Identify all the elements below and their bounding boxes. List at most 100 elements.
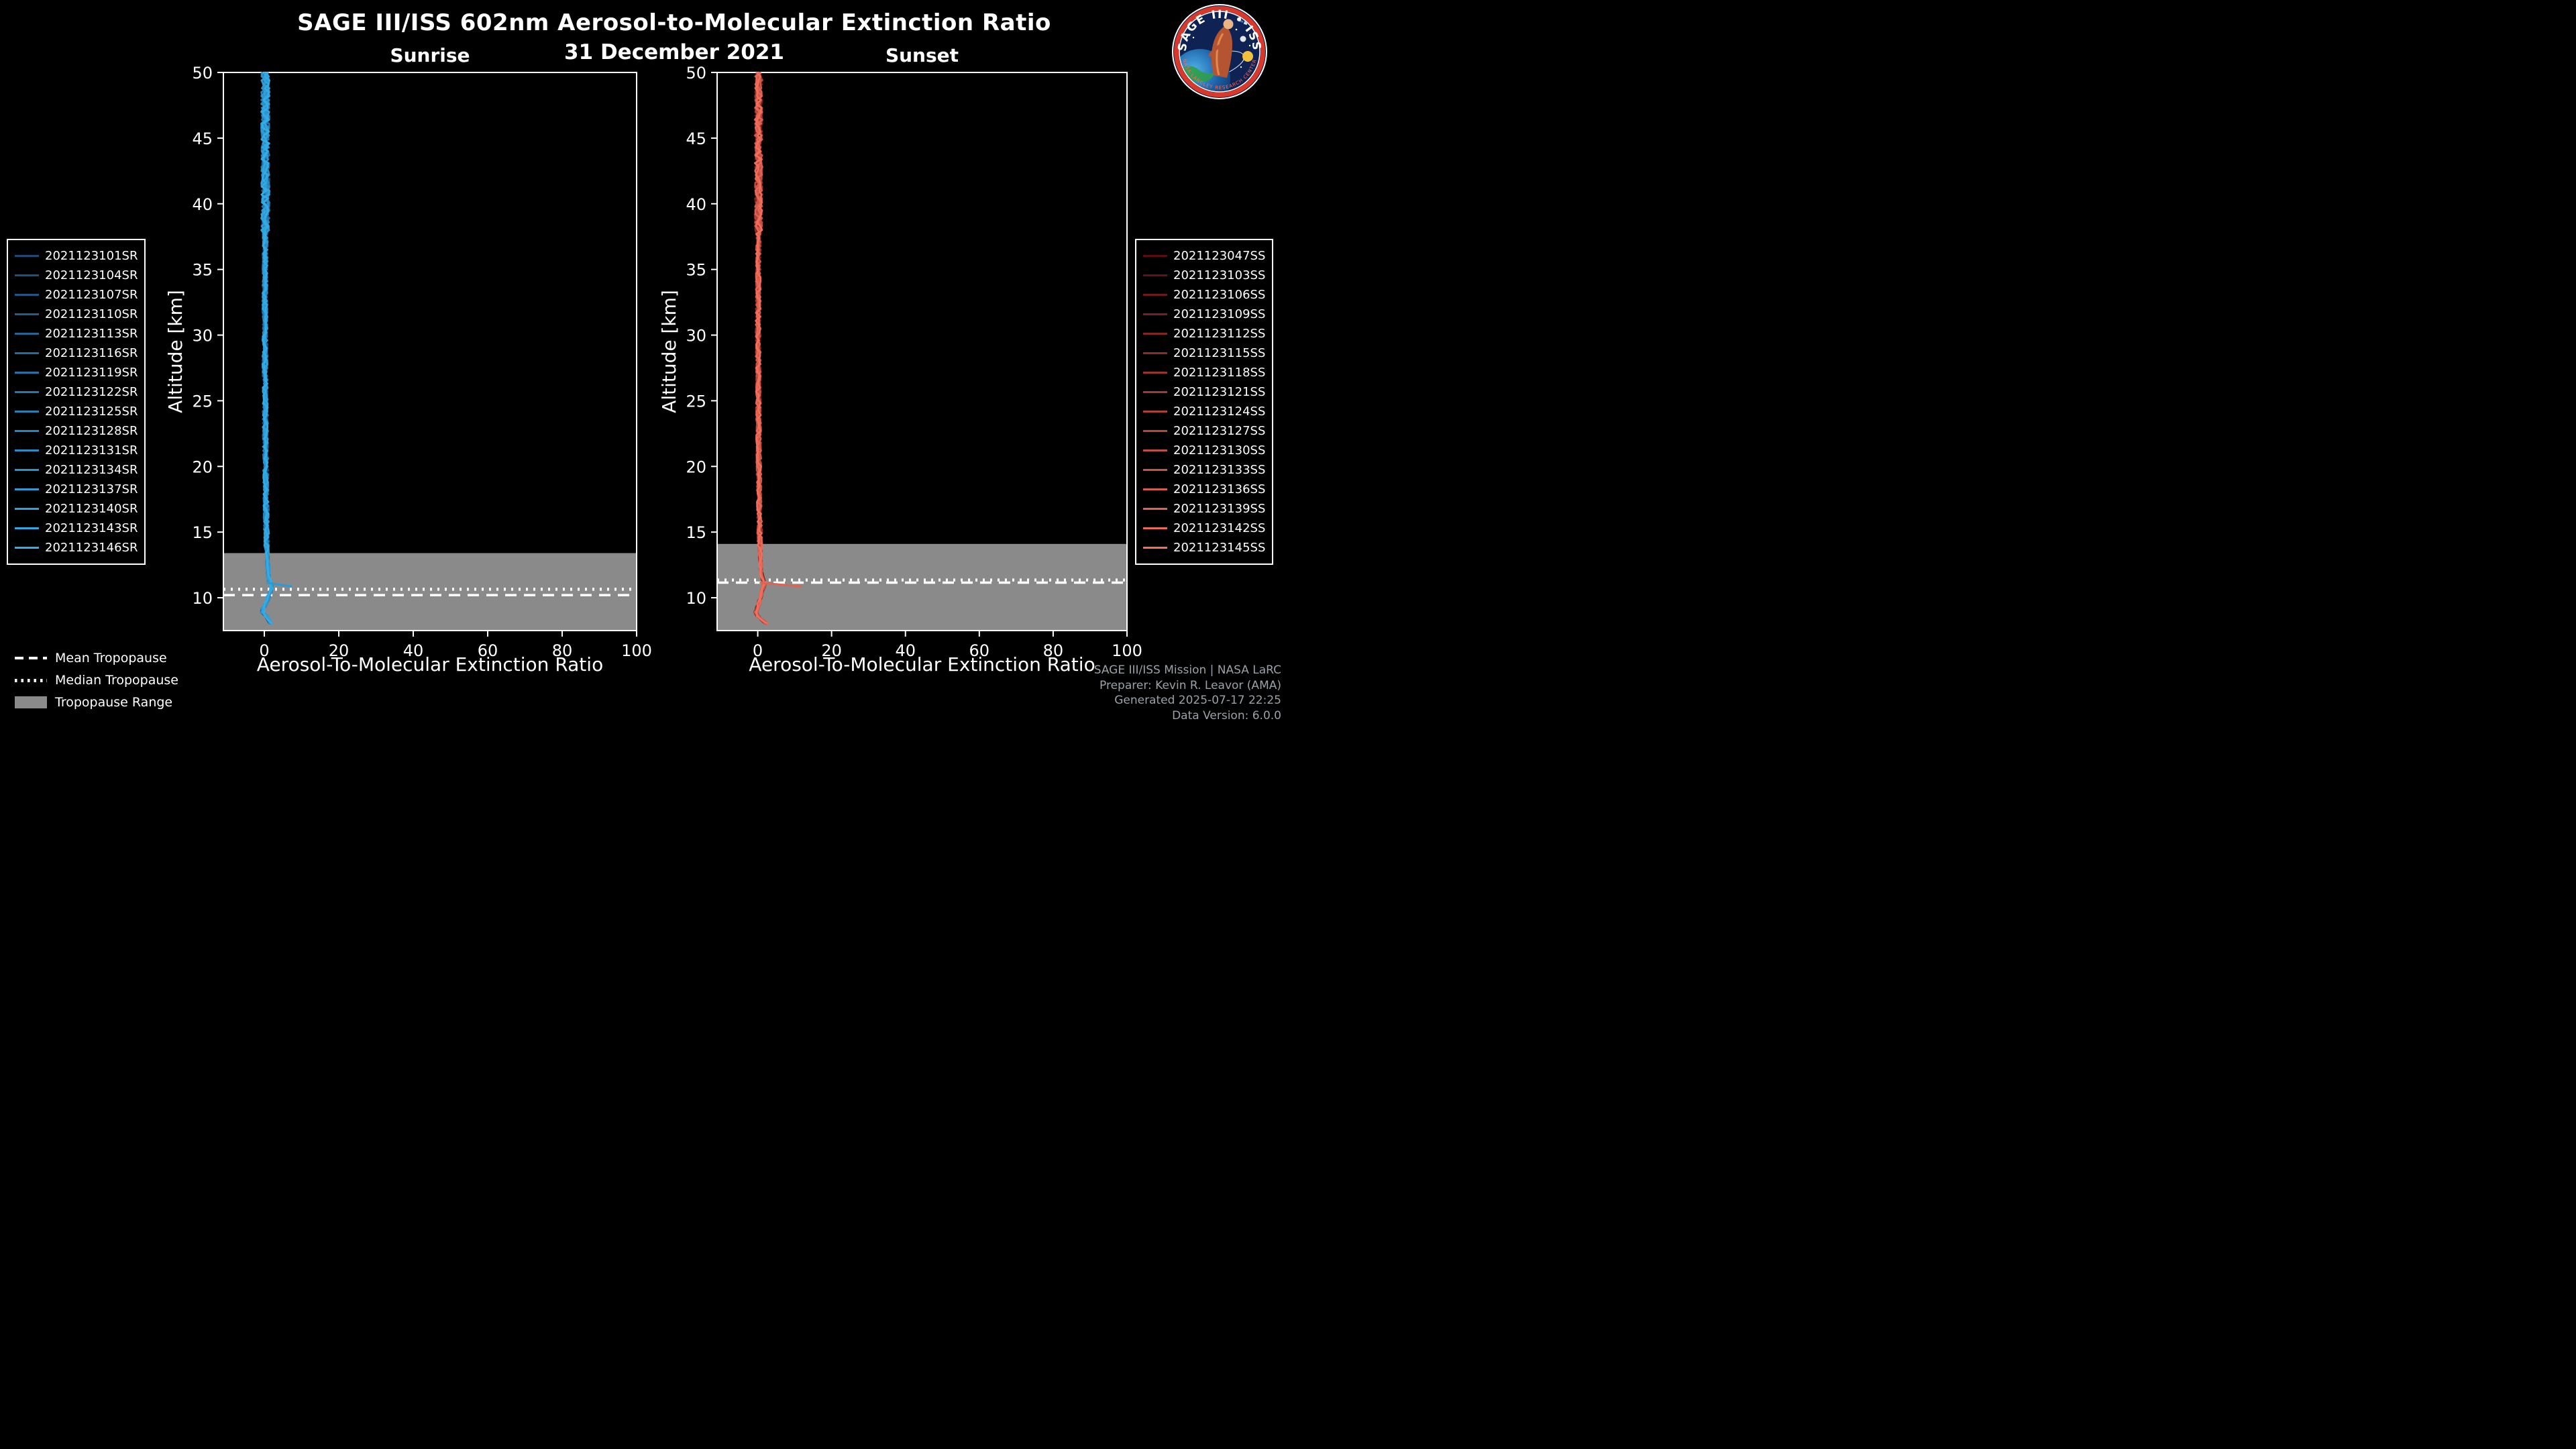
legend-item: 2021123133SS [1143, 460, 1265, 480]
y-axis-label: Altitude [km] [164, 290, 186, 413]
credit-data-version: Data Version: 6.0.0 [1172, 708, 1281, 722]
figure-arm [1208, 44, 1222, 58]
logo-red-ring [1174, 6, 1265, 97]
legend-event-id: 2021123112SS [1173, 327, 1266, 341]
legend-color-swatch [1143, 488, 1167, 490]
extinction-ratio-plots: 0 20 40 60 80 100101520253035404550Aerosol-To… [164, 64, 1142, 676]
legend-color-swatch [15, 313, 39, 315]
legend-color-swatch [1143, 411, 1167, 413]
legend-item-tropopause-range: Tropopause Range [15, 695, 178, 710]
y-tick-label: 25 [686, 392, 706, 411]
profile-spur [759, 582, 802, 588]
legend-item: 2021123142SS [1143, 519, 1265, 538]
y-tick-label: 15 [686, 523, 706, 542]
legend-event-id: 2021123130SS [1173, 443, 1266, 458]
legend-item: 2021123118SS [1143, 363, 1265, 382]
legend-item: 2021123107SR [15, 285, 138, 305]
legend-color-swatch [1143, 449, 1167, 451]
legend-event-id: 2021123110SR [45, 307, 138, 321]
tropopause-range-band [718, 543, 1126, 630]
y-tick-label: 10 [192, 589, 213, 608]
legend-event-id: 2021123133SS [1173, 463, 1266, 477]
profile-line [260, 71, 274, 625]
legend-color-swatch [15, 333, 39, 335]
legend-item: 2021123112SS [1143, 324, 1265, 343]
tropopause-range-label: Tropopause Range [55, 695, 173, 710]
moon-icon [1240, 36, 1246, 42]
legend-item: 2021123115SS [1143, 343, 1265, 363]
mean-tropopause-label: Mean Tropopause [55, 651, 167, 665]
legend-item: 2021123146SR [15, 538, 138, 557]
x-axis-label: Aerosol-To-Molecular Extinction Ratio [749, 653, 1095, 676]
legend-event-id: 2021123047SS [1173, 249, 1266, 263]
x-tick-label: 60 [478, 641, 498, 660]
legend-color-swatch [15, 294, 39, 296]
plot-border [716, 72, 1128, 631]
legend-item: 2021123134SR [15, 460, 138, 480]
y-tick-label: 40 [686, 195, 706, 214]
x-tick-label: 40 [403, 641, 424, 660]
legend-color-swatch [1143, 372, 1167, 374]
y-tick-label: 10 [686, 589, 706, 608]
tropopause-range-swatch [15, 696, 47, 708]
figure-robe-fold [1216, 33, 1224, 76]
legend-item: 2021123106SS [1143, 285, 1265, 305]
legend-color-swatch [1143, 527, 1167, 529]
legend-item: 2021123122SR [15, 382, 138, 402]
y-tick-label: 40 [192, 195, 213, 214]
y-tick-label: 35 [686, 261, 706, 280]
plot-border [223, 72, 637, 631]
x-tick-label: 100 [621, 641, 652, 660]
legend-item: 2021123130SS [1143, 441, 1265, 460]
profile-line [260, 72, 274, 625]
credit-preparer: Preparer: Kevin R. Leavor (AMA) [1099, 678, 1281, 692]
x-tick-label: 80 [1043, 641, 1064, 660]
credits: SAGE III/ISS Mission | NASA LaRC Prepare… [1094, 663, 1281, 723]
x-tick-label: 100 [1112, 641, 1142, 660]
legend-item: 2021123116SR [15, 343, 138, 363]
mean-tropopause-swatch [15, 657, 47, 659]
legend-item: 2021123136SS [1143, 480, 1265, 499]
legend-item-mean-tropopause: Mean Tropopause [15, 651, 178, 665]
x-axis-label: Aerosol-To-Molecular Extinction Ratio [257, 653, 603, 676]
legend-item: 2021123140SR [15, 499, 138, 519]
legend-item: 2021123109SS [1143, 305, 1265, 324]
legend-event-id: 2021123142SS [1173, 521, 1266, 535]
legend-event-id: 2021123115SS [1173, 346, 1266, 360]
legend-color-swatch [15, 411, 39, 413]
legend-event-id: 2021123119SR [45, 366, 138, 380]
legend-color-swatch [15, 274, 39, 276]
y-tick-label: 30 [192, 327, 213, 345]
legend-color-swatch [15, 508, 39, 510]
figure-head [1223, 19, 1234, 30]
y-tick-label: 45 [192, 129, 213, 148]
legend-item: 2021123131SR [15, 441, 138, 460]
x-tick-label: 80 [552, 641, 573, 660]
sage-iii-iss-logo: SAGE III • ISS NASA LANGLEY RESEARCH CEN… [1172, 4, 1267, 99]
legend-color-swatch [1143, 313, 1167, 315]
legend-item: 2021123104SR [15, 266, 138, 285]
legend-event-id: 2021123104SR [45, 268, 138, 282]
legend-event-id: 2021123131SR [45, 443, 138, 458]
legend-item: 2021123145SS [1143, 538, 1265, 557]
x-tick-label: 0 [753, 641, 763, 660]
legend-event-id: 2021123146SR [45, 541, 138, 555]
legend-item: 2021123101SR [15, 246, 138, 266]
legend-event-id: 2021123127SS [1173, 424, 1266, 438]
legend-color-swatch [15, 352, 39, 354]
legend-item: 2021123121SS [1143, 382, 1265, 402]
legend-color-swatch [1143, 294, 1167, 296]
legend-event-id: 2021123140SR [45, 502, 138, 516]
credit-mission: SAGE III/ISS Mission | NASA LaRC [1093, 663, 1281, 678]
legend-event-id: 2021123143SR [45, 521, 138, 535]
y-axis-label: Altitude [km] [658, 290, 680, 413]
legend-event-id: 2021123118SS [1173, 366, 1266, 380]
legend-color-swatch [15, 527, 39, 529]
legend-color-swatch [1143, 255, 1167, 257]
legend-event-id: 2021123125SR [45, 405, 138, 419]
legend-event-id: 2021123139SS [1173, 502, 1266, 516]
legend-item: 2021123125SR [15, 402, 138, 421]
y-tick-label: 20 [686, 458, 706, 476]
y-tick-label: 25 [192, 392, 213, 411]
median-tropopause-label: Median Tropopause [55, 673, 178, 688]
